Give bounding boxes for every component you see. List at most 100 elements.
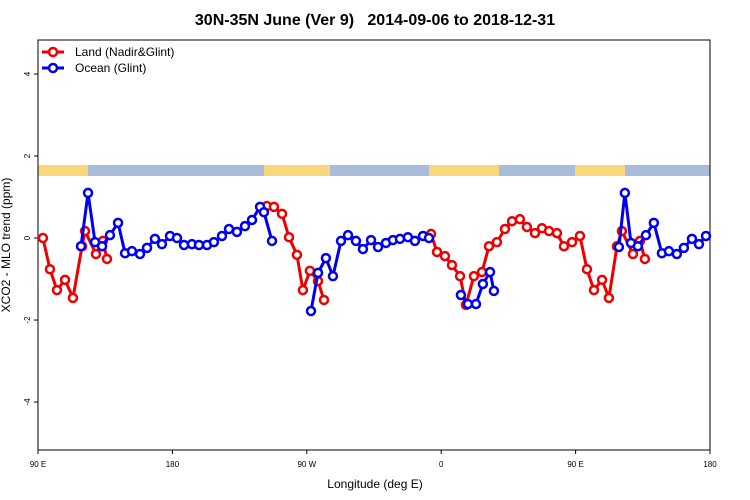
x-tick-label: 90 E	[30, 460, 46, 469]
data-point	[266, 235, 278, 247]
data-point	[276, 208, 288, 220]
y-tick-label: 2	[23, 153, 32, 158]
data-point	[574, 230, 586, 242]
data-point	[365, 234, 377, 246]
data-point	[446, 259, 458, 271]
data-point	[678, 242, 690, 254]
data-point	[588, 284, 600, 296]
data-point	[126, 245, 138, 257]
data-point	[44, 263, 56, 275]
data-point	[104, 229, 116, 241]
data-point	[632, 240, 644, 252]
data-point	[462, 298, 474, 310]
data-point	[320, 252, 332, 264]
data-point	[82, 187, 94, 199]
data-point	[304, 265, 316, 277]
data-point	[193, 239, 205, 251]
data-point	[484, 266, 496, 278]
y-tick-label: -4	[23, 398, 32, 406]
data-point	[268, 201, 280, 213]
data-point	[686, 233, 698, 245]
land-ocean-strip	[38, 165, 710, 176]
data-point	[335, 235, 347, 247]
data-point	[483, 240, 495, 252]
data-point	[488, 285, 500, 297]
data-point	[491, 236, 503, 248]
data-point	[156, 238, 168, 250]
data-point	[51, 284, 63, 296]
data-point	[521, 221, 533, 233]
data-point	[455, 289, 467, 301]
data-point	[476, 266, 488, 278]
data-point	[514, 213, 526, 225]
data-point	[499, 223, 511, 235]
data-point	[216, 230, 228, 242]
land-band	[575, 165, 625, 176]
x-tick-label: 90 W	[297, 460, 316, 469]
data-point	[75, 240, 87, 252]
data-point	[112, 217, 124, 229]
data-point	[596, 274, 608, 286]
legend-marker	[47, 46, 59, 58]
data-point	[431, 246, 443, 258]
data-point	[640, 229, 652, 241]
data-point	[454, 270, 466, 282]
data-point	[372, 241, 384, 253]
data-point	[141, 242, 153, 254]
data-point	[639, 253, 651, 265]
y-tick-label: -2	[23, 316, 32, 324]
data-point	[551, 227, 563, 239]
data-point	[239, 220, 251, 232]
data-point	[558, 240, 570, 252]
x-tick-label: 0	[439, 460, 444, 469]
data-point	[470, 298, 482, 310]
x-tick-label: 180	[166, 460, 180, 469]
data-point	[318, 294, 330, 306]
data-point	[423, 232, 435, 244]
data-point	[312, 267, 324, 279]
data-point	[231, 226, 243, 238]
data-point	[700, 230, 712, 242]
data-point	[96, 240, 108, 252]
land-band	[264, 165, 330, 176]
data-point	[693, 238, 705, 250]
data-point	[468, 270, 480, 282]
x-tick-label: 90 E	[567, 460, 583, 469]
data-point	[37, 232, 49, 244]
data-point	[671, 248, 683, 260]
y-tick-label: 0	[23, 235, 32, 240]
data-point	[327, 270, 339, 282]
data-point	[627, 248, 639, 260]
data-point	[619, 187, 631, 199]
plot-frame	[37, 39, 711, 451]
y-tick-label: 4	[23, 71, 32, 76]
land-band	[38, 165, 88, 176]
data-point	[342, 229, 354, 241]
data-point	[208, 236, 220, 248]
data-point	[439, 250, 451, 262]
legend-label: Ocean (Glint)	[75, 61, 146, 75]
data-point	[283, 231, 295, 243]
data-point	[67, 292, 79, 304]
chart-title: 30N-35N June (Ver 9) 2014-09-06 to 2018-…	[195, 12, 555, 29]
y-axis-label: XCO2 - MLO trend (ppm)	[0, 178, 13, 313]
legend-marker	[47, 62, 59, 74]
data-point	[291, 249, 303, 261]
data-point	[305, 305, 317, 317]
data-point	[566, 236, 578, 248]
ocean-band	[38, 165, 710, 176]
data-point	[258, 206, 270, 218]
data-point	[350, 235, 362, 247]
legend-label: Land (Nadir&Glint)	[75, 45, 174, 59]
data-point	[149, 233, 161, 245]
data-point	[603, 292, 615, 304]
data-point	[297, 284, 309, 296]
series-line	[79, 192, 708, 312]
data-point	[613, 241, 625, 253]
data-point	[90, 248, 102, 260]
x-axis-label: Longitude (deg E)	[327, 477, 422, 491]
data-point	[357, 243, 369, 255]
data-point	[246, 214, 258, 226]
data-point	[171, 232, 183, 244]
